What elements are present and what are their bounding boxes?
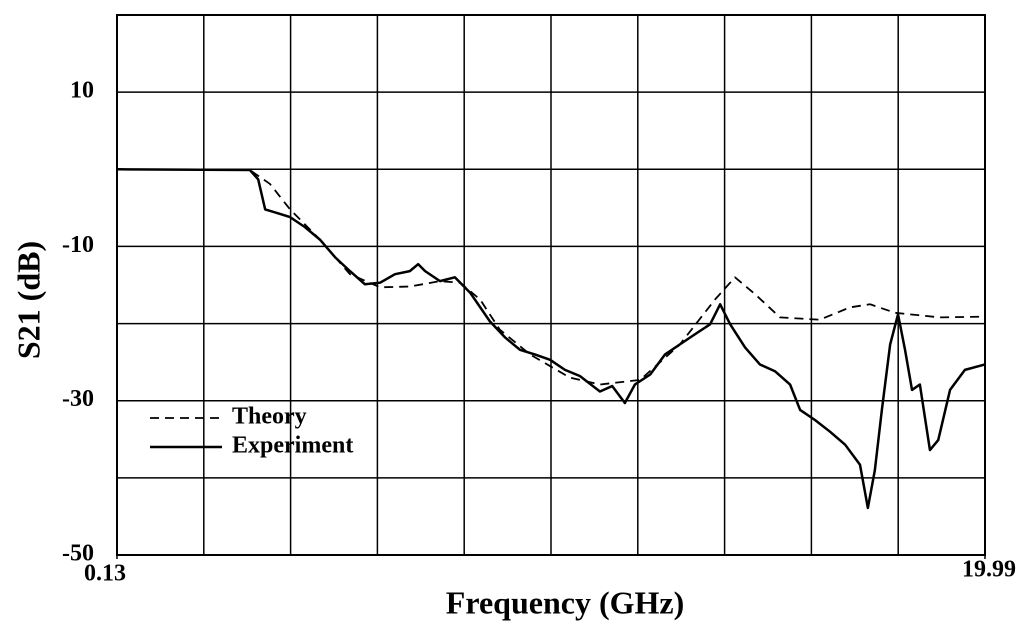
- series-line: [116, 168, 986, 510]
- x-tick-label: 0.13: [84, 561, 126, 587]
- legend-label: Theory: [232, 404, 307, 430]
- y-tick-label: -30: [62, 386, 94, 412]
- legend-label: Experiment: [232, 433, 353, 459]
- y-tick-label: 10: [70, 78, 94, 104]
- y-axis-label: S21 (dB): [10, 241, 46, 359]
- y-tick-label: -50: [62, 541, 94, 567]
- y-tick-label: -10: [62, 232, 94, 258]
- x-axis-label: Frequency (GHz): [446, 584, 684, 620]
- x-tick-label: 19.99: [962, 557, 1016, 583]
